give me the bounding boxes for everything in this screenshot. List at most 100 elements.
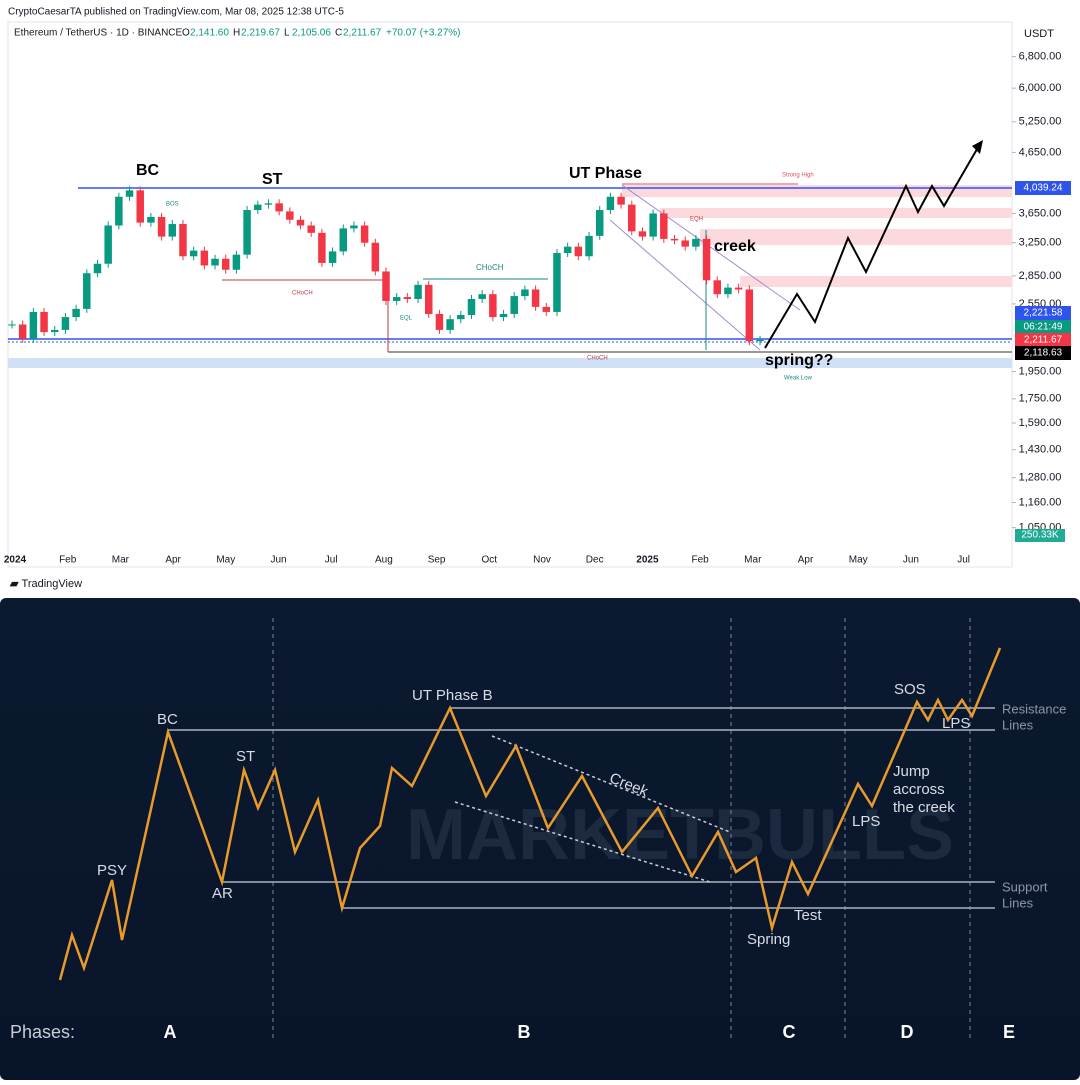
- x-tick-label: May: [216, 555, 235, 566]
- candle: [563, 246, 572, 254]
- annotation: spring??: [765, 352, 833, 369]
- projection-path: [764, 143, 981, 349]
- candle: [147, 216, 155, 223]
- annotation: UT Phase: [569, 165, 642, 182]
- y-axis: 6,800.00 6,000.00 5,250.00 4,650.00 3,650.00…: [1012, 50, 1062, 534]
- candle: [467, 298, 476, 316]
- badge: [1015, 320, 1071, 333]
- phase: D: [901, 1022, 914, 1042]
- x-axis: 2024 Feb Mar Apr May Jun Jul Aug Sep Oct Nov Dec 202…: [4, 555, 970, 566]
- diagram-label: BC: [157, 711, 178, 728]
- annotation: CHoCH: [292, 291, 313, 297]
- ohlc-text: 2,105.06: [292, 28, 331, 39]
- candle: [595, 210, 604, 236]
- candle: [254, 204, 262, 211]
- candle: [606, 196, 615, 211]
- x-tick-label: May: [849, 555, 868, 566]
- candle: [521, 289, 529, 297]
- candle: [189, 250, 198, 257]
- candle: [628, 204, 636, 232]
- x-tick-label: Sep: [428, 555, 446, 566]
- candle: [403, 297, 412, 299]
- watermark: MARKETBULLS: [406, 795, 954, 875]
- y-tick-label: 1,750.00: [1019, 393, 1062, 405]
- diagram-label: Support: [1002, 879, 1048, 894]
- candle: [360, 225, 369, 243]
- candle: [200, 250, 209, 266]
- candle: [179, 224, 187, 257]
- x-tick-label: Jul: [325, 555, 338, 566]
- diagram-label: LPS: [852, 813, 880, 830]
- candle: [489, 294, 497, 318]
- badge-text: 250.33K: [1021, 530, 1059, 541]
- candle: [745, 289, 754, 342]
- x-tick-label: Feb: [691, 555, 709, 566]
- candle: [83, 273, 91, 309]
- candle: [157, 216, 166, 237]
- badge-text: 2,118.63: [1024, 348, 1063, 359]
- diagram-label: LPS: [942, 715, 970, 732]
- candle: [211, 258, 219, 266]
- candle: [553, 253, 561, 312]
- x-tick-label: Apr: [165, 555, 181, 566]
- phase: C: [783, 1022, 796, 1042]
- candle: [104, 225, 112, 264]
- ohlc-text: L: [284, 28, 290, 39]
- y-tick-label: 3,650.00: [1019, 207, 1062, 219]
- candle: [275, 203, 283, 212]
- candle: [115, 196, 123, 226]
- candle: [232, 254, 241, 270]
- candle: [286, 211, 294, 220]
- diagram-label: Lines: [1002, 717, 1034, 732]
- candle: [136, 190, 144, 223]
- x-tick-label: Dec: [586, 555, 604, 566]
- candle: [542, 306, 551, 312]
- candle: [18, 324, 27, 339]
- candle: [649, 213, 657, 237]
- candle: [638, 231, 647, 237]
- candle: [8, 324, 16, 326]
- candle: [382, 271, 390, 301]
- candle: [724, 287, 732, 295]
- wyckoff-path: [58, 647, 1002, 981]
- badge: [1015, 333, 1071, 347]
- annotation: creek: [714, 238, 756, 255]
- ohlc-text: C: [335, 28, 342, 39]
- candle: [61, 317, 70, 330]
- badge: [1015, 529, 1065, 542]
- candle: [585, 235, 593, 257]
- annotation: BC: [136, 162, 160, 179]
- footer-text: TradingView: [22, 578, 83, 590]
- y-tick-label: 6,000.00: [1019, 82, 1062, 94]
- annotation: Weak Low: [784, 376, 813, 382]
- diagram-label: Lines: [1002, 895, 1034, 910]
- phase: E: [1003, 1022, 1015, 1042]
- x-tick-label: Jun: [270, 555, 286, 566]
- x-tick-label: Nov: [533, 555, 551, 566]
- badge: [1015, 346, 1071, 360]
- candle: [531, 289, 540, 307]
- demand-zone: [8, 358, 1012, 368]
- candle: [307, 225, 315, 233]
- badge-text: 2,211.67: [1024, 335, 1063, 346]
- annotation: CHoCH: [476, 263, 504, 272]
- y-tick-label: 1,590.00: [1019, 417, 1062, 429]
- ohlc-text: H: [233, 28, 240, 39]
- ohlc-text: +70.07 (+3.27%): [386, 28, 461, 39]
- candle: [371, 242, 380, 272]
- candle: [392, 297, 401, 301]
- y-tick-label: 4,650.00: [1019, 146, 1062, 158]
- phases-title: Phases:: [10, 1022, 75, 1042]
- candle: [681, 240, 689, 247]
- phase: B: [518, 1022, 531, 1042]
- badge-text: 2,221.58: [1024, 308, 1063, 319]
- annotation: EQL: [400, 316, 413, 322]
- candle: [435, 313, 444, 330]
- candle: [702, 238, 711, 281]
- candle: [425, 284, 433, 314]
- diagram-label: PSY: [97, 862, 127, 879]
- ohlc-text: 2,211.67: [343, 28, 382, 39]
- badge: [1015, 181, 1071, 195]
